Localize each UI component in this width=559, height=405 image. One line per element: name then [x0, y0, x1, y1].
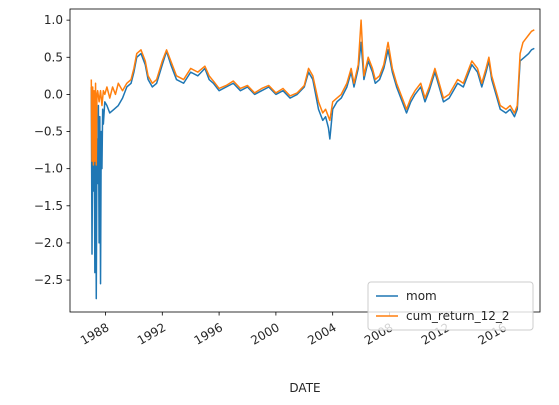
plot-lines	[90, 19, 535, 300]
legend: mom cum_return_12_2	[367, 281, 534, 331]
legend-label-1: cum_return_12_2	[406, 309, 510, 323]
y-axis-ticks: 1.0 0.5 0.0 −0.5 −1.0 −1.5 −2.0 −2.5	[34, 13, 70, 287]
x-tick-label: 2000	[248, 320, 281, 347]
x-axis-title: DATE	[289, 381, 320, 395]
series-line-0	[90, 41, 535, 300]
x-tick-label: 2004	[305, 320, 338, 347]
x-tick-label: 1992	[135, 320, 168, 347]
y-tick-label: −2.0	[34, 236, 63, 250]
y-tick-label: −2.5	[34, 273, 63, 287]
y-tick-label: 1.0	[44, 13, 63, 27]
legend-label-0: mom	[406, 289, 437, 303]
legend-box	[367, 281, 534, 331]
axes-frame	[69, 8, 541, 313]
x-tick-label: 1996	[192, 320, 225, 347]
y-tick-label: 0.5	[44, 50, 63, 64]
y-tick-label: 0.0	[44, 87, 63, 101]
y-tick-label: −1.0	[34, 162, 63, 176]
series-line-1	[90, 19, 535, 166]
y-tick-label: −1.5	[34, 199, 63, 213]
y-tick-label: −0.5	[34, 125, 63, 139]
x-tick-label: 1988	[78, 320, 111, 347]
